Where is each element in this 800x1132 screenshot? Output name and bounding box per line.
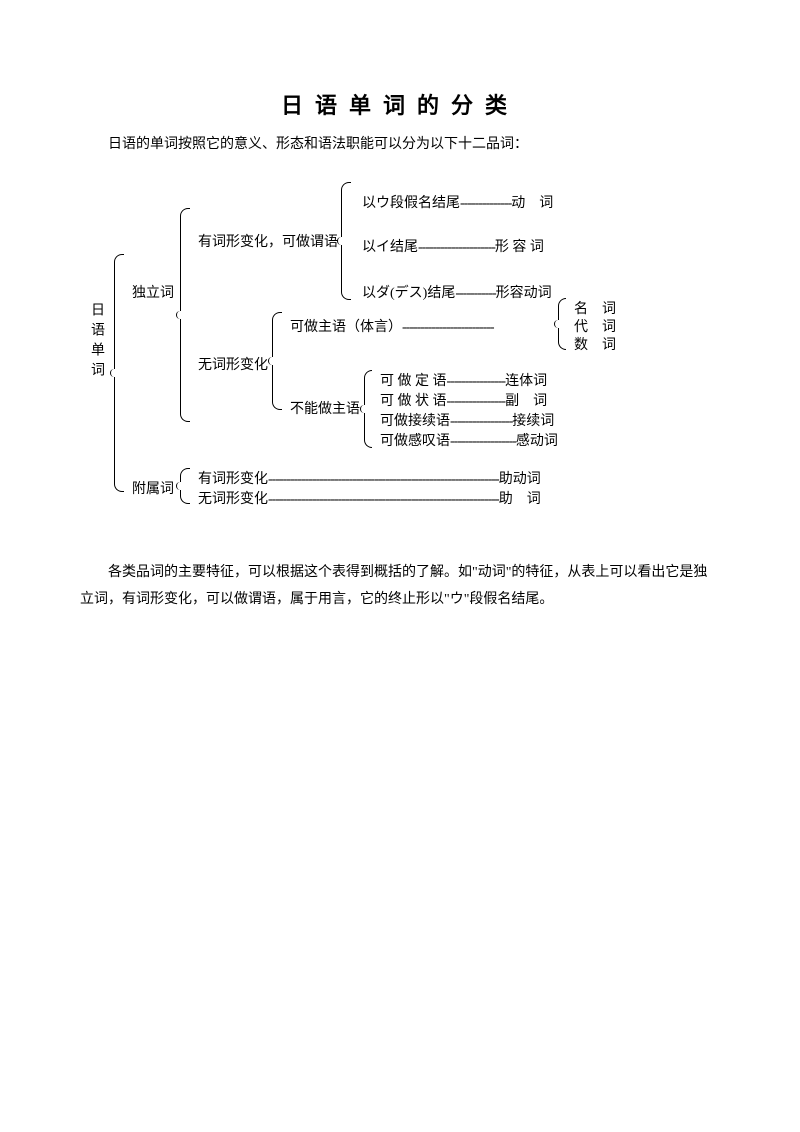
leaf-joshi: 无词形变化-----------------------------------…: [198, 488, 541, 508]
leaf-verb-pre: 以ウ段假名结尾: [362, 196, 460, 211]
leaf-fukushi: 可 做 状 语----------------副 词: [380, 390, 547, 410]
subject-dash: -------------------------: [402, 320, 494, 335]
leaf-rentai: 可 做 定 语----------------连体词: [380, 370, 547, 390]
leaf-numeral: 数 词: [574, 334, 616, 354]
leaf-adj-pre: 以イ结尾: [362, 240, 418, 255]
node-independent: 独立词: [132, 282, 174, 302]
tree-diagram: 日语单词 独立词 附属词 有词形变化，可做谓语 无词形变化 以ウ段假名结尾---…: [80, 182, 720, 542]
leaf-verb-end: 动 词: [511, 196, 553, 211]
leaf-noun: 名 词: [574, 298, 616, 318]
node-no-inflect: 无词形变化: [198, 354, 268, 374]
node-nosubject: 不能做主语: [290, 398, 360, 418]
leaf-adjverb-end: 形容动词: [496, 286, 552, 301]
node-attached: 附属词: [132, 478, 174, 498]
leaf-kando: 可做感叹语------------------感动词: [380, 430, 558, 450]
brace-pred: [341, 182, 351, 300]
leaf-adjverb-pre: 以ダ(デス)结尾: [362, 286, 455, 301]
page-title: 日语单词的分类: [80, 88, 720, 120]
intro-text: 日语的单词按照它的意义、形态和语法职能可以分为以下十二品词：: [80, 134, 720, 156]
leaf-adj: 以イ结尾---------------------形 容 词: [362, 236, 544, 256]
leaf-adj-end: 形 容 词: [495, 240, 544, 255]
leaf-adjverb-dash: -----------: [455, 286, 495, 301]
brace-root: [114, 254, 124, 492]
leaf-adjverb: 以ダ(デス)结尾-----------形容动词: [362, 282, 552, 302]
brace-nosubj: [364, 370, 372, 448]
node-subject: 可做主语（体言）-------------------------: [290, 316, 494, 336]
brace-nouns: [558, 298, 566, 350]
root-label: 日语单词: [86, 302, 106, 382]
brace-attached: [180, 468, 190, 504]
leaf-jodoshi: 有词形变化-----------------------------------…: [198, 468, 541, 488]
leaf-verb: 以ウ段假名结尾--------------动 词: [362, 192, 553, 212]
footer-text: 各类品词的主要特征，可以根据这个表得到概括的了解。如"动词"的特征，从表上可以看…: [80, 560, 720, 613]
leaf-adj-dash: ---------------------: [418, 240, 495, 255]
node-inflect-pred: 有词形变化，可做谓语: [198, 232, 338, 254]
leaf-pronoun: 代 词: [574, 316, 616, 336]
leaf-setsuzoku: 可做接续语-----------------接续词: [380, 410, 554, 430]
brace-indep: [180, 208, 190, 422]
leaf-verb-dash: --------------: [460, 196, 511, 211]
brace-noinflect: [272, 312, 282, 410]
